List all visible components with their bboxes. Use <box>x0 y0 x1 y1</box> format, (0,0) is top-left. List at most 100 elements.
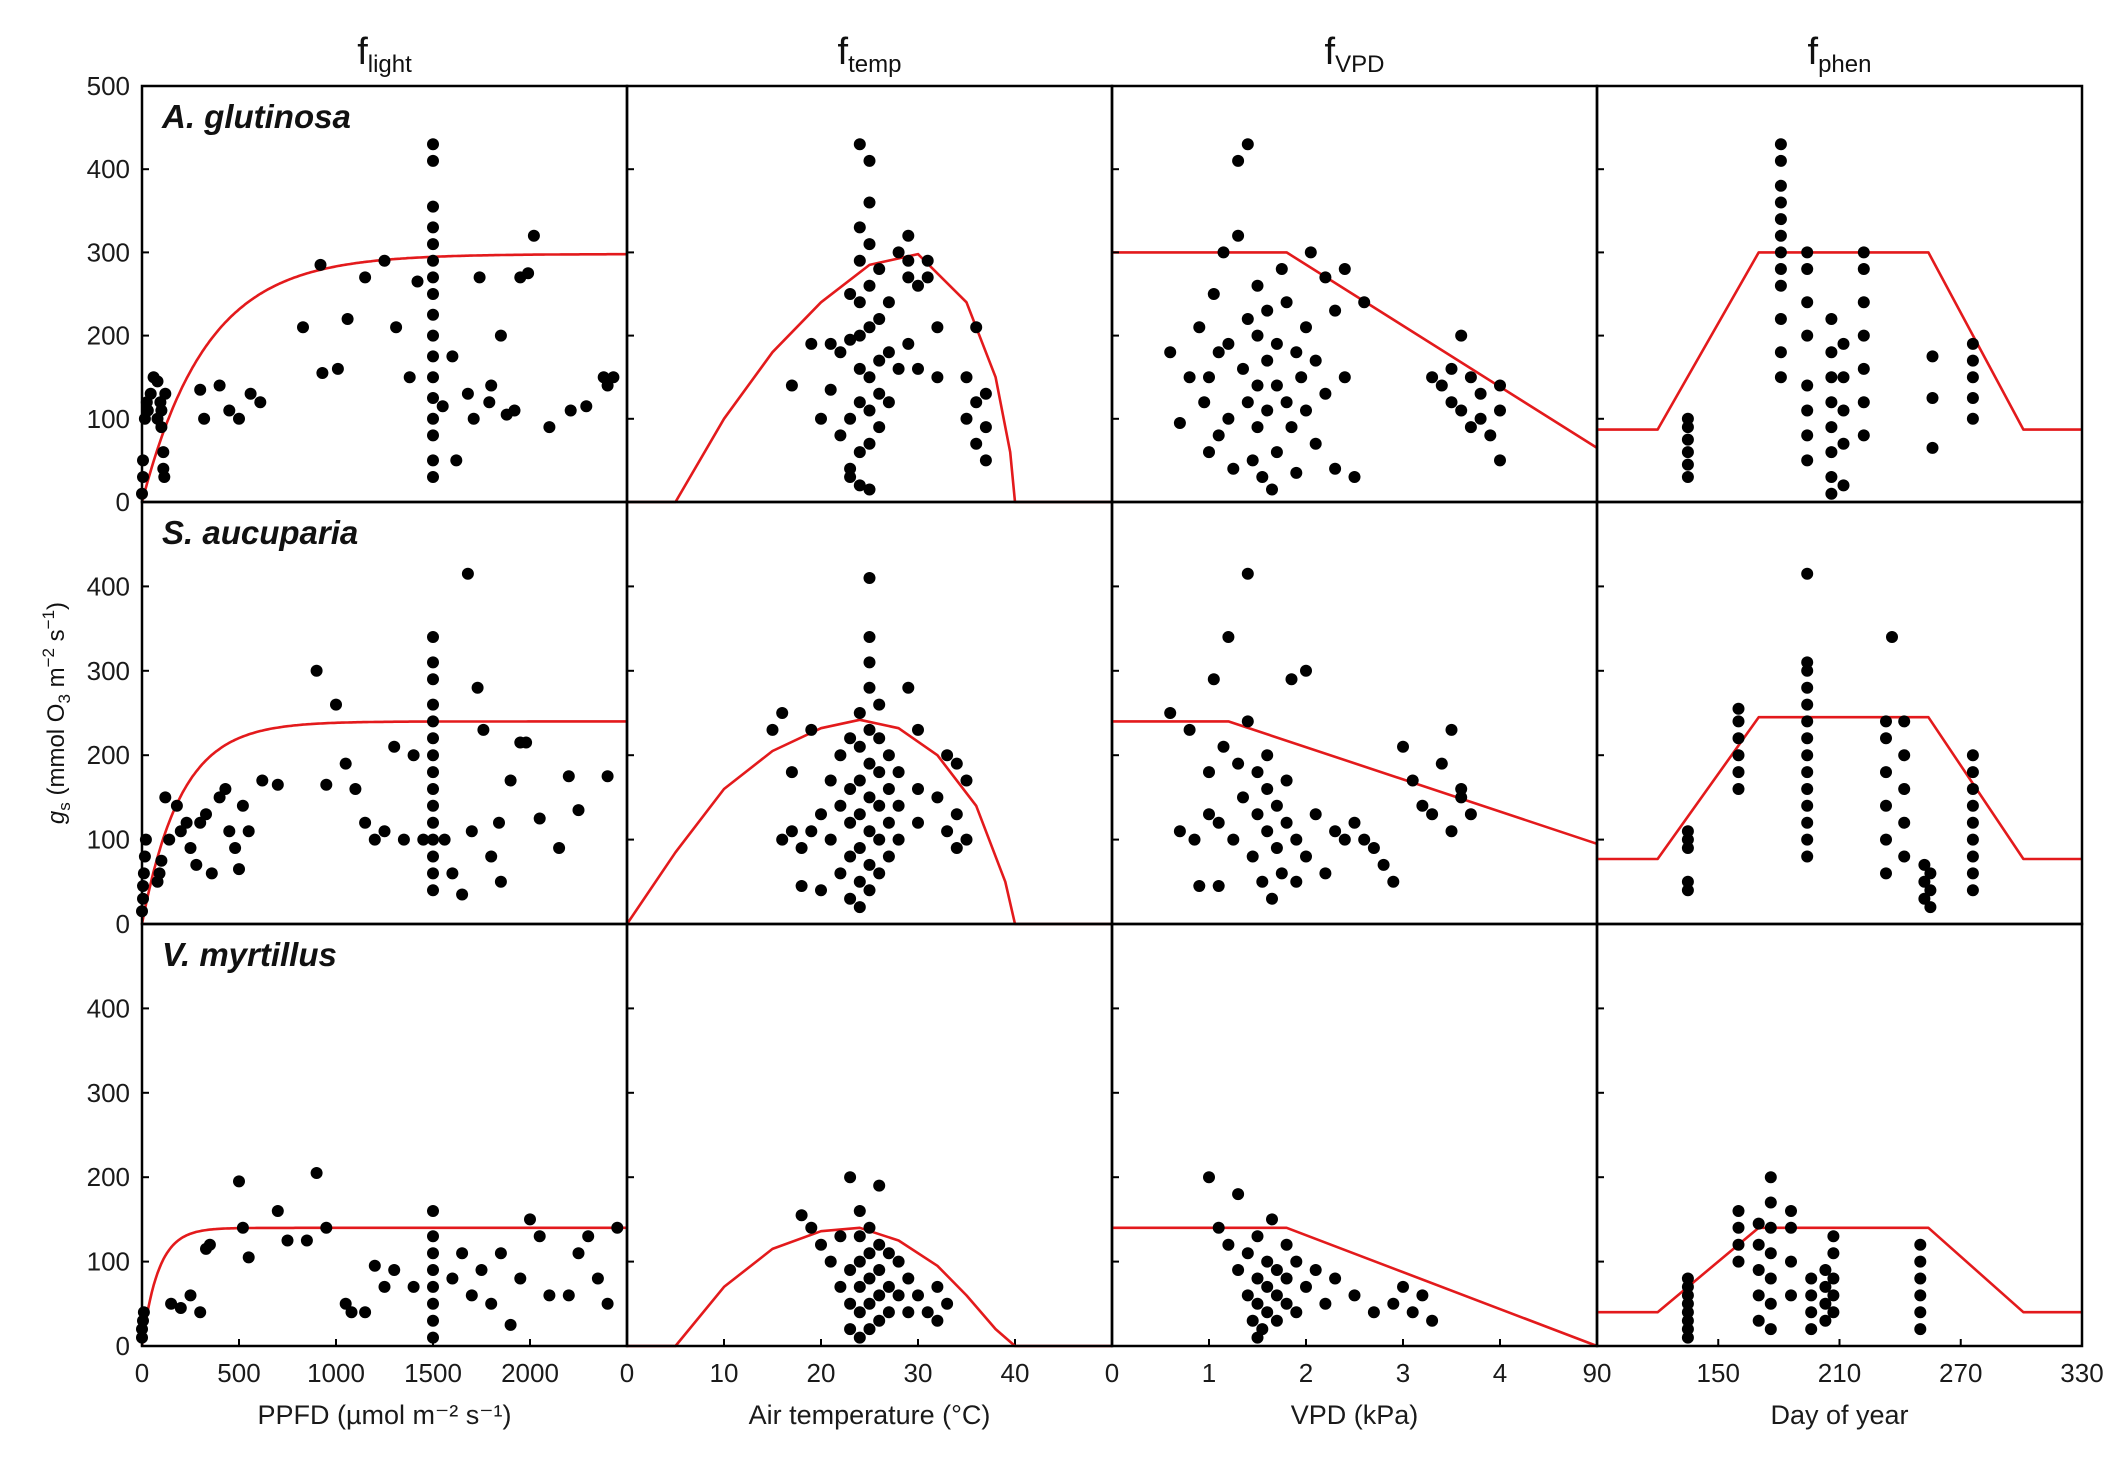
data-point <box>359 816 372 829</box>
data-point <box>153 867 166 880</box>
data-point <box>180 816 193 829</box>
data-point <box>1237 791 1249 804</box>
data-point <box>834 799 847 812</box>
data-point <box>1300 321 1312 334</box>
data-point <box>853 446 866 459</box>
data-point <box>1801 429 1814 442</box>
data-point <box>203 1238 216 1251</box>
data-point <box>446 350 459 363</box>
data-point <box>863 723 876 736</box>
data-point <box>485 850 498 863</box>
panel-frame <box>140 84 629 504</box>
data-point <box>1285 673 1298 686</box>
data-point <box>912 1289 924 1302</box>
data-point <box>611 1221 624 1234</box>
data-point <box>766 723 779 736</box>
data-point <box>1484 429 1497 442</box>
data-point <box>1455 404 1468 417</box>
data-point <box>824 337 837 350</box>
data-point <box>863 572 876 584</box>
data-point <box>1348 1289 1361 1302</box>
data-point <box>1241 1247 1254 1260</box>
data-point <box>427 656 439 669</box>
panel-frame <box>1595 500 2084 926</box>
data-point <box>1198 396 1211 409</box>
data-point <box>805 825 818 838</box>
data-point <box>601 770 614 783</box>
data-point <box>824 774 837 787</box>
x-tick-label-phen: 270 <box>1939 1358 1982 1388</box>
data-point <box>873 1179 886 1192</box>
data-point <box>1732 1221 1745 1234</box>
data-point <box>892 1289 905 1302</box>
x-tick-label-vpd: 4 <box>1493 1358 1507 1388</box>
data-point <box>1918 892 1931 905</box>
data-point <box>1300 404 1312 417</box>
data-point <box>1256 1323 1269 1336</box>
data-point <box>194 816 207 829</box>
data-point <box>1207 673 1220 686</box>
data-point <box>473 271 486 284</box>
data-point <box>493 816 505 829</box>
data-point <box>1164 346 1177 359</box>
fit-line-vpd <box>1112 1226 1598 1348</box>
data-point <box>1270 1264 1283 1276</box>
data-point <box>427 732 439 745</box>
data-point <box>213 791 226 804</box>
data-point <box>427 1264 439 1276</box>
data-point <box>1241 396 1254 409</box>
data-point <box>1732 1255 1745 1268</box>
data-point <box>1338 833 1351 846</box>
data-point <box>527 229 540 242</box>
data-point <box>427 308 439 321</box>
data-point <box>223 825 236 838</box>
fit-line-phen <box>1597 251 2082 431</box>
x-tick-label-phen: 210 <box>1818 1358 1861 1388</box>
data-point <box>1251 279 1264 292</box>
data-point <box>863 196 876 209</box>
data-point <box>873 1264 886 1276</box>
data-point <box>795 880 808 892</box>
data-point <box>456 1247 469 1260</box>
data-point <box>892 1255 905 1268</box>
data-point <box>1801 454 1814 467</box>
data-point <box>1445 825 1458 838</box>
x-tick-label-phen: 150 <box>1697 1358 1740 1388</box>
data-point <box>388 740 401 753</box>
data-point <box>163 833 176 846</box>
data-point <box>1227 833 1240 846</box>
panel-v-myrtillus-light <box>136 922 629 1348</box>
data-point <box>1681 1306 1694 1319</box>
data-point <box>1290 1255 1303 1268</box>
data-point <box>562 770 575 783</box>
data-point <box>844 892 857 905</box>
data-point <box>1966 337 1979 350</box>
fit-line-phen <box>1597 1226 2082 1314</box>
data-point <box>853 875 866 888</box>
data-point <box>882 816 895 829</box>
data-point <box>1237 362 1249 375</box>
data-point <box>427 715 439 728</box>
data-point <box>1764 1272 1777 1285</box>
data-point <box>427 867 439 880</box>
data-point <box>1825 487 1838 500</box>
data-point <box>1966 867 1979 880</box>
data-point <box>1914 1289 1927 1302</box>
x-tick-label-temp: 0 <box>620 1358 634 1388</box>
data-point <box>892 246 905 259</box>
data-point <box>1183 723 1196 736</box>
panel-frame <box>140 500 629 926</box>
fit-line-temp <box>625 718 1112 926</box>
x-tick-label-temp: 20 <box>807 1358 836 1388</box>
data-point <box>1827 1306 1840 1319</box>
data-point <box>310 1167 323 1179</box>
data-point <box>912 783 924 795</box>
data-point <box>912 816 924 829</box>
data-point <box>465 1289 478 1302</box>
data-point <box>902 271 915 284</box>
data-point <box>1270 337 1283 350</box>
data-point <box>1338 371 1351 384</box>
data-point <box>514 1272 527 1285</box>
data-point <box>1251 379 1264 392</box>
